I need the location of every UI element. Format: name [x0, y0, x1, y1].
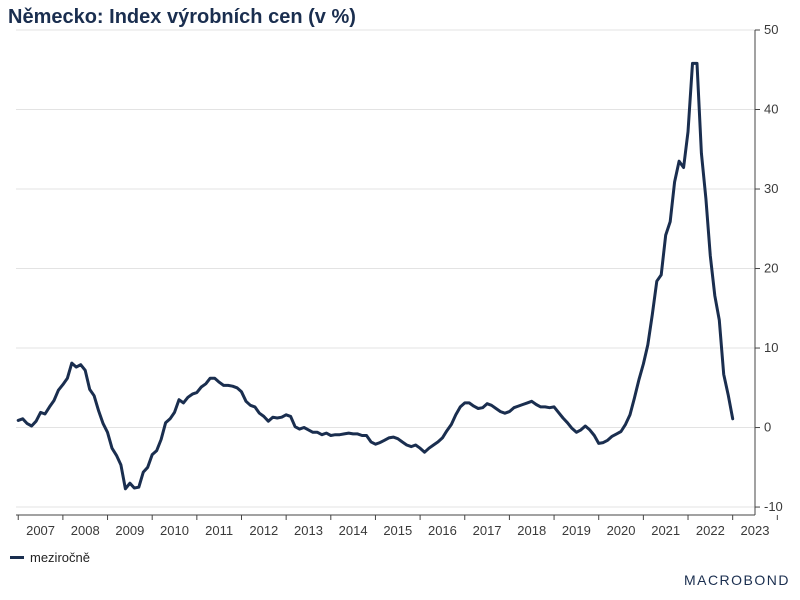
legend-swatch	[10, 556, 24, 559]
x-tick-label: 2008	[71, 523, 100, 538]
chart-title: Německo: Index výrobních cen (v %)	[8, 6, 356, 28]
y-tick-label: 20	[764, 261, 778, 276]
x-tick-label: 2020	[607, 523, 636, 538]
series-layer	[16, 61, 735, 491]
x-tick-label: 2018	[517, 523, 546, 538]
y-tick-label: -10	[764, 499, 783, 514]
x-tick-label: 2014	[339, 523, 368, 538]
x-tick-label: 2011	[205, 523, 233, 538]
x-tick-label: 2021	[651, 523, 680, 538]
x-tick-label: 2010	[160, 523, 189, 538]
y-axis-ticks: 50 40 30 20 10 0 -10	[754, 22, 783, 515]
y-tick-label: 30	[764, 181, 778, 196]
x-tick-label: 2019	[562, 523, 591, 538]
x-tick-label: 2016	[428, 523, 457, 538]
y-tick-label: 50	[764, 22, 778, 37]
series-line-mezirocne	[16, 61, 735, 491]
legend: meziročně	[10, 550, 90, 565]
x-tick-label: 2017	[473, 523, 502, 538]
x-tick-label: 2013	[294, 523, 323, 538]
x-tick-label: 2023	[741, 523, 770, 538]
x-axis: 2007 2008 2009 2010 2011 2012 2013 2014 2015 2016…	[16, 514, 778, 538]
y-tick-label: 40	[764, 102, 778, 117]
x-tick-label: 2012	[249, 523, 278, 538]
y-tick-label: 0	[764, 420, 771, 435]
grid-lines	[16, 29, 755, 508]
x-tick-label: 2015	[383, 523, 412, 538]
legend-label: meziročně	[30, 550, 90, 565]
x-tick-label: 2022	[696, 523, 725, 538]
x-tick-label: 2009	[115, 523, 144, 538]
x-tick-label: 2007	[26, 523, 55, 538]
macrobond-logo: MACROBOND	[683, 572, 790, 588]
y-tick-label: 10	[764, 340, 778, 355]
